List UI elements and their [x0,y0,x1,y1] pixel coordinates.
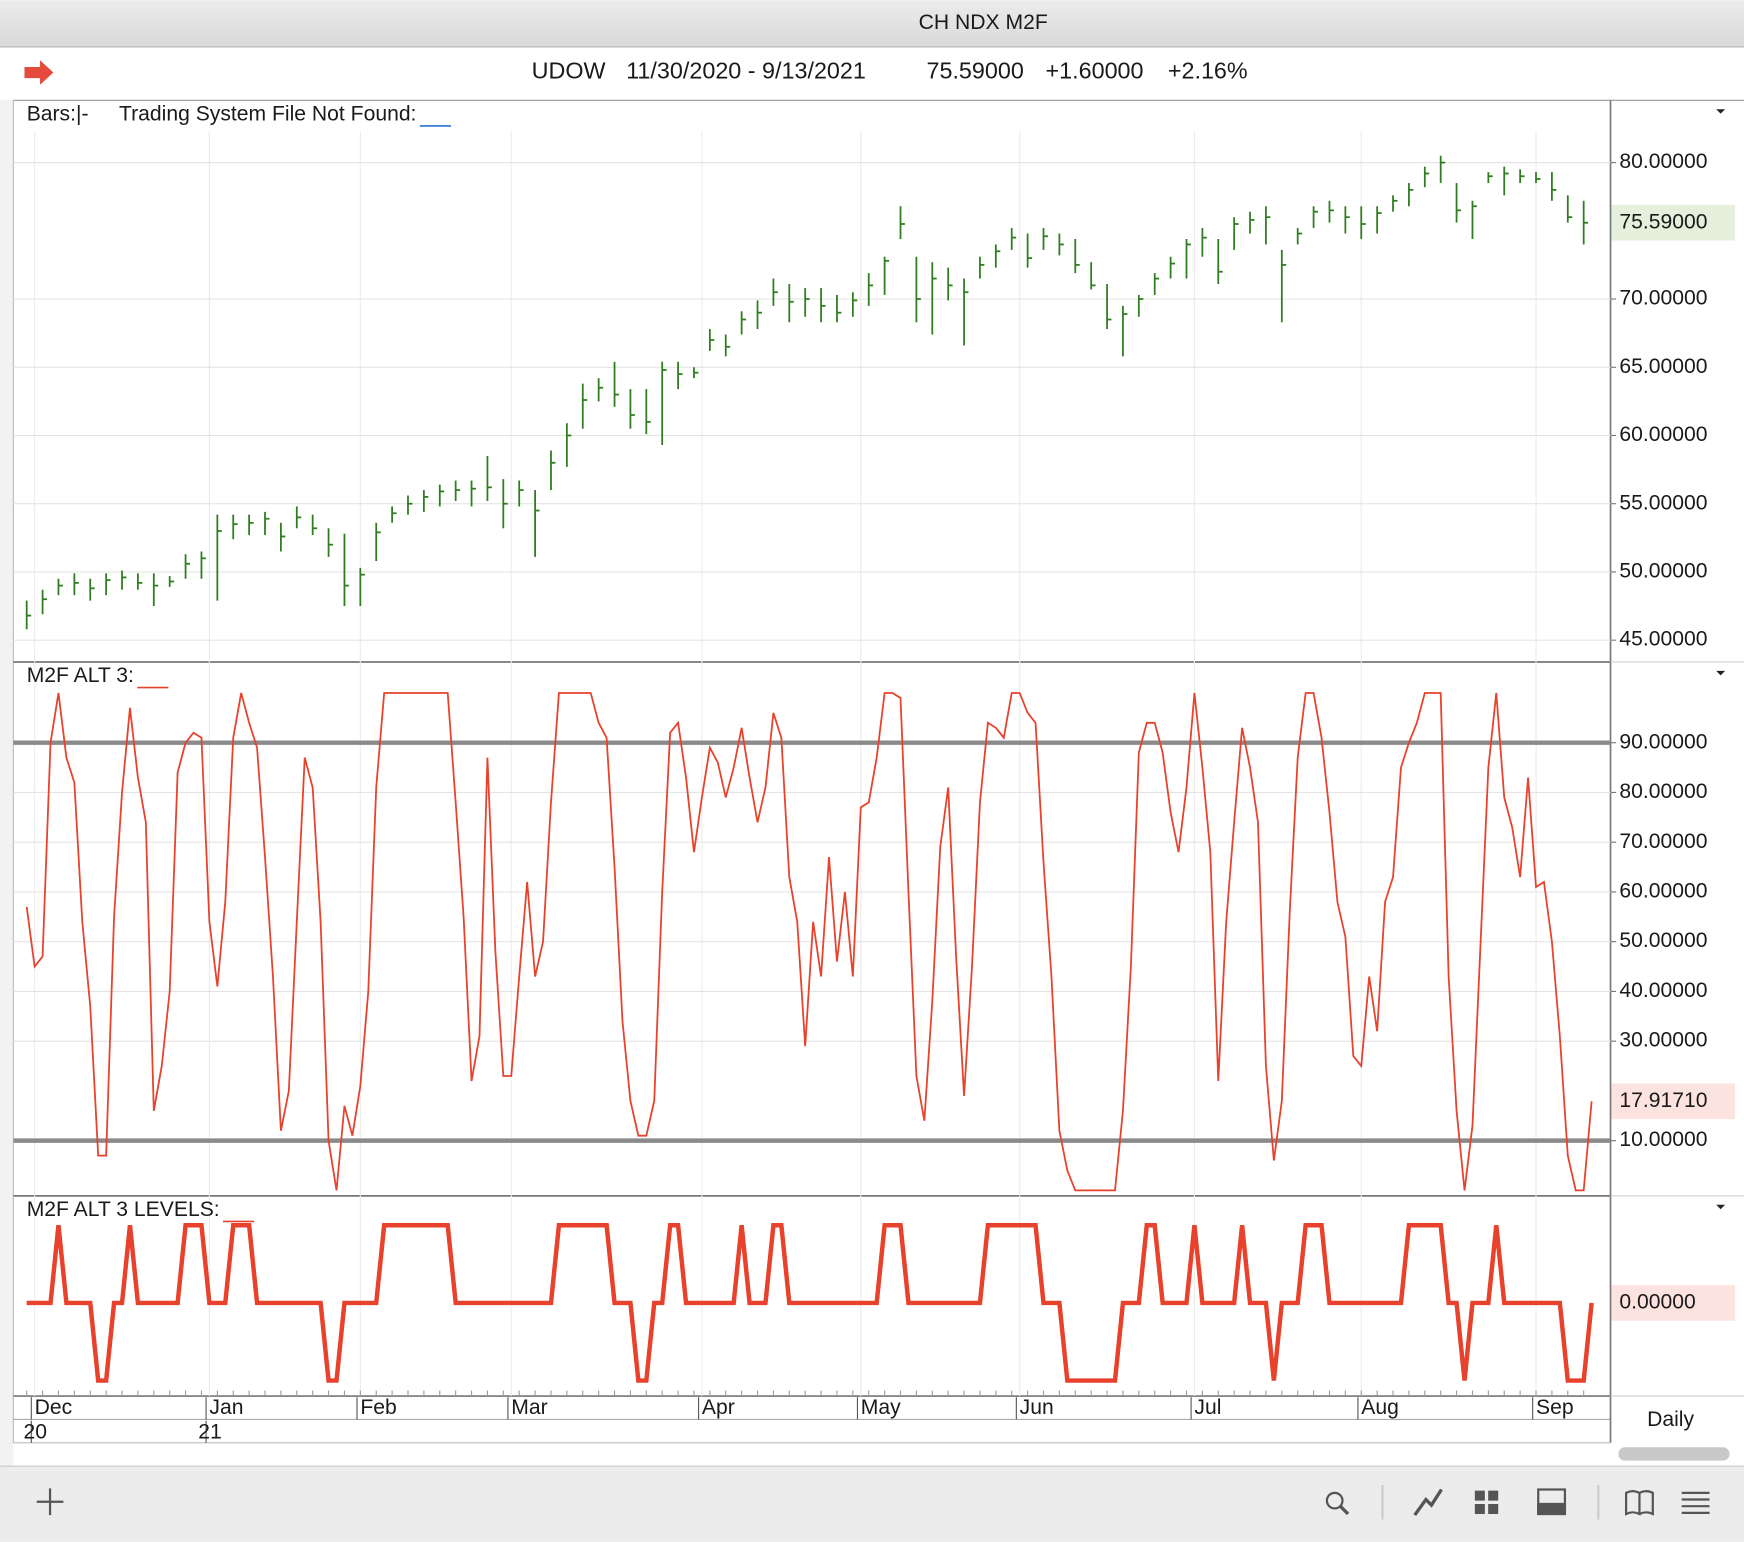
left-strip [0,100,14,1467]
y-tick-label: 90.00000 [1619,730,1707,753]
y-tick-label: 65.00000 [1619,355,1707,378]
x-tick-label: Mar [511,1396,547,1419]
x-tick-label: Apr [702,1396,735,1419]
change: +1.60000 [1046,58,1144,84]
menu-button[interactable] [1681,1491,1710,1514]
toolbar-icons [36,1485,1710,1520]
scrollbar[interactable] [1618,1447,1730,1461]
y-tick-label: 50.00000 [1619,560,1707,583]
last-value-badge [1611,204,1736,241]
header-row [0,48,1744,101]
y-tick-label: 45.00000 [1619,628,1707,651]
layout-button[interactable] [1474,1490,1499,1514]
series-line [26,1223,1594,1383]
y-tick-label: 60.00000 [1619,423,1707,446]
y-tick-label: 50.00000 [1619,929,1707,952]
year-label: 21 [198,1420,222,1443]
last-value-label: 17.91710 [1619,1089,1707,1112]
y-tick-label: 80.00000 [1619,150,1707,173]
toolbar [0,1466,1744,1542]
y-tick-label: 30.00000 [1619,1029,1707,1052]
plots: Dec Jan Feb Mar Apr May Jun Jul Aug Sep 20 21 45.000… [13,102,1736,1443]
y-tick-label: 70.00000 [1619,830,1707,853]
series-line [25,692,1593,1192]
symbol: UDOW [532,58,606,84]
pane-label: M2F ALT 3: [27,664,134,687]
last-value-label: 75.59000 [1619,210,1707,233]
panel-fill [1537,1502,1567,1516]
x-tick-label: Dec [35,1396,73,1419]
window-title: CH NDX M2F [919,11,1048,34]
title-bar [0,0,1744,47]
last-value-label: 0.00000 [1619,1290,1695,1313]
pane-menu[interactable] [1716,109,1726,114]
pane-sublabel: Trading System File Not Found: [119,102,416,125]
chart-button[interactable] [1413,1488,1443,1517]
x-tick-label: May [861,1396,901,1419]
date-range: 11/30/2020 - 9/13/2021 [626,58,866,84]
y-tick-label: 80.00000 [1619,780,1707,803]
change-pct: +2.16% [1168,58,1248,84]
y-tick-label: 55.00000 [1619,491,1707,514]
year-label: 20 [24,1420,48,1443]
y-tick-label: 60.00000 [1619,880,1707,903]
y-tick-label: 10.00000 [1619,1128,1707,1151]
add-button[interactable] [36,1488,64,1516]
period[interactable]: Daily [1647,1408,1694,1431]
pane-label: Bars:|- [27,102,89,125]
x-tick-label: Aug [1361,1396,1399,1419]
y-tick-label: 40.00000 [1619,979,1707,1002]
pane-menu[interactable] [1716,1204,1726,1210]
last-value-badge [1611,1083,1736,1120]
pane-label: M2F ALT 3 LEVELS: [27,1198,220,1221]
search-button[interactable] [1325,1491,1344,1510]
x-tick-label: Sep [1536,1396,1574,1419]
book-button[interactable] [1624,1490,1654,1516]
arrow-icon[interactable] [24,60,54,85]
x-tick-label: Feb [360,1396,396,1419]
x-tick-label: Jul [1194,1396,1221,1419]
x-tick-label: Jun [1020,1396,1054,1419]
y-tick-label: 70.00000 [1619,287,1707,310]
search-handle [1339,1505,1350,1516]
last-price: 75.59000 [927,58,1024,84]
x-tick-label: Jan [209,1396,243,1419]
pane-menu[interactable] [1716,670,1726,676]
last-value-badge [1611,1285,1736,1321]
